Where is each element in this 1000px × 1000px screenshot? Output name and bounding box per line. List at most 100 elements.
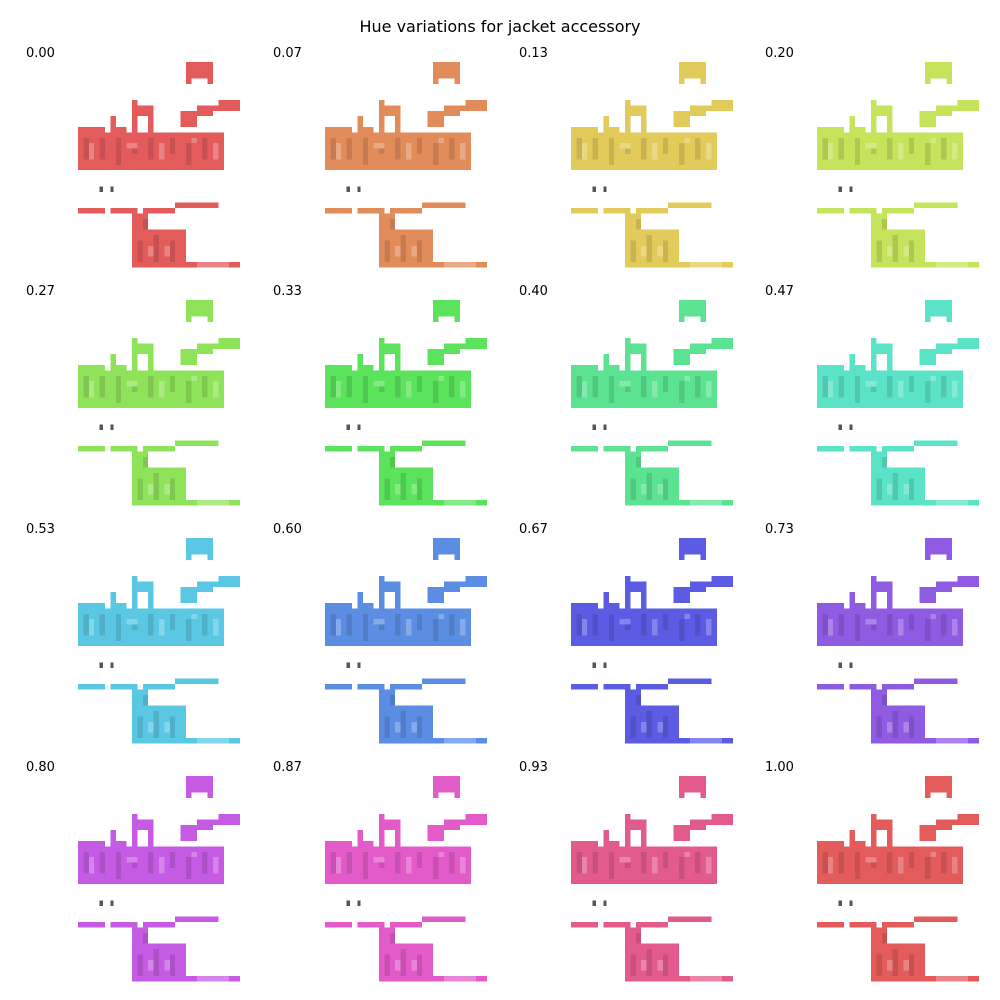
sprite-shade-pixel (449, 851, 455, 874)
hue-value-label: 0.87 (273, 760, 302, 775)
sprite-pixel (668, 678, 712, 684)
sprite-pixel (196, 105, 240, 111)
sprite-pixel (443, 105, 487, 111)
sprite-highlight-pixel (406, 381, 412, 398)
sprite-shade-pixel (379, 619, 385, 630)
sprite-pixel (887, 354, 893, 371)
sprite-pixel (673, 824, 690, 841)
sprite-highlight-pixel (930, 851, 936, 858)
sprite-highlight-pixel (903, 245, 909, 257)
sprite-pixel (603, 592, 609, 609)
sprite-pixel (148, 830, 154, 847)
sprite-pixel (379, 581, 396, 587)
sprite-shade-pixel (941, 137, 947, 160)
sprite-pixel (957, 100, 979, 106)
sprite-pixel (946, 78, 952, 84)
sprite-pixel (180, 110, 197, 127)
sprite-shade-pixel (153, 949, 159, 976)
sprite-pixel (196, 343, 240, 349)
hue-panel: 0.87 (273, 760, 518, 998)
sprite-pixel (110, 365, 127, 371)
sprite-pixel (881, 208, 915, 214)
sprite-dot-pixel (357, 186, 361, 192)
sprite-highlight-pixel (411, 959, 417, 971)
sprite-pixel (668, 916, 712, 922)
sprite-shade-pixel (416, 375, 423, 392)
sprite-shade-pixel (871, 381, 877, 392)
sprite-pixel (379, 830, 385, 847)
sprite-pixel (218, 100, 240, 106)
sprite-pixel (422, 916, 466, 922)
sprite-pixel (357, 365, 374, 371)
sprite-highlight-pixel (827, 381, 834, 398)
sprite-pixel (142, 684, 176, 690)
sprite-shade-pixel (925, 857, 931, 879)
sprite-highlight-pixel (126, 857, 138, 863)
sprite-pixel (379, 110, 401, 117)
sprite-pixel (957, 814, 979, 820)
sprite-highlight-pixel (887, 483, 893, 495)
sprite-pixel (379, 819, 396, 825)
sprite-pixel (142, 208, 176, 214)
sprite-shade-pixel (630, 954, 636, 976)
sprite-pixel (887, 116, 893, 133)
hue-panel: 0.67 (519, 522, 764, 760)
sprite-highlight-pixel (581, 381, 588, 398)
sprite-highlight-pixel (159, 143, 165, 160)
sprite-highlight-pixel (903, 959, 909, 971)
sprite-highlight-pixel (706, 619, 712, 636)
sprite-pixel (668, 202, 712, 208)
sprite-pixel (817, 446, 844, 452)
sprite-highlight-pixel (395, 245, 401, 257)
sprite-pixel (817, 684, 844, 690)
sprite-shade-pixel (416, 137, 423, 154)
sprite-pixel (379, 338, 385, 344)
jacket-sprite (78, 776, 240, 982)
sprite-pixel (849, 592, 855, 609)
sprite-pixel (110, 684, 138, 690)
sprite-highlight-pixel (88, 143, 95, 160)
sprite-shade-pixel (887, 851, 893, 874)
sprite-pixel (881, 922, 915, 928)
sprite-pixel (132, 354, 138, 371)
sprite-pixel (422, 202, 466, 208)
sprite-pixel (925, 316, 931, 322)
sprite-highlight-pixel (164, 959, 170, 971)
hue-value-label: 0.67 (519, 522, 548, 537)
sprite-shade-pixel (416, 240, 423, 262)
sprite-shade-pixel (115, 613, 122, 641)
sprite-shade-pixel (646, 711, 652, 738)
sprite-highlight-pixel (898, 381, 904, 398)
sprite-pixel (148, 116, 154, 133)
sprite-highlight-pixel (827, 619, 834, 636)
sprite-highlight-pixel (689, 738, 723, 744)
sprite-pixel (881, 581, 893, 587)
sprite-pixel (357, 603, 374, 609)
sprite-dot-pixel (99, 424, 103, 430)
sprite-pixel (379, 576, 385, 582)
sprite-dot-pixel (346, 900, 350, 906)
sprite-highlight-pixel (898, 143, 904, 160)
sprite-shade-pixel (881, 218, 888, 230)
hue-value-label: 0.13 (519, 46, 548, 61)
sprite-pixel (207, 78, 213, 84)
sprite-shade-pixel (925, 143, 931, 165)
sprite-pixel (881, 105, 893, 111)
sprite-pixel (186, 78, 192, 84)
sprite-pixel (357, 446, 385, 452)
sprite-highlight-pixel (159, 381, 165, 398)
sprite-pixel (196, 819, 240, 825)
hue-panel: 0.00 (26, 46, 271, 284)
sprite-pixel (443, 343, 487, 349)
sprite-pixel (207, 316, 213, 322)
sprite-highlight-pixel (191, 851, 197, 858)
sprite-highlight-pixel (395, 721, 401, 733)
sprite-shade-pixel (941, 613, 947, 636)
sprite-pixel (438, 110, 460, 117)
sprite-pixel (641, 116, 647, 133)
sprite-pixel (110, 922, 138, 928)
sprite-highlight-pixel (335, 143, 342, 160)
sprite-highlight-pixel (443, 738, 477, 744)
sprite-pixel (711, 338, 733, 344)
sprite-pixel (871, 819, 888, 825)
